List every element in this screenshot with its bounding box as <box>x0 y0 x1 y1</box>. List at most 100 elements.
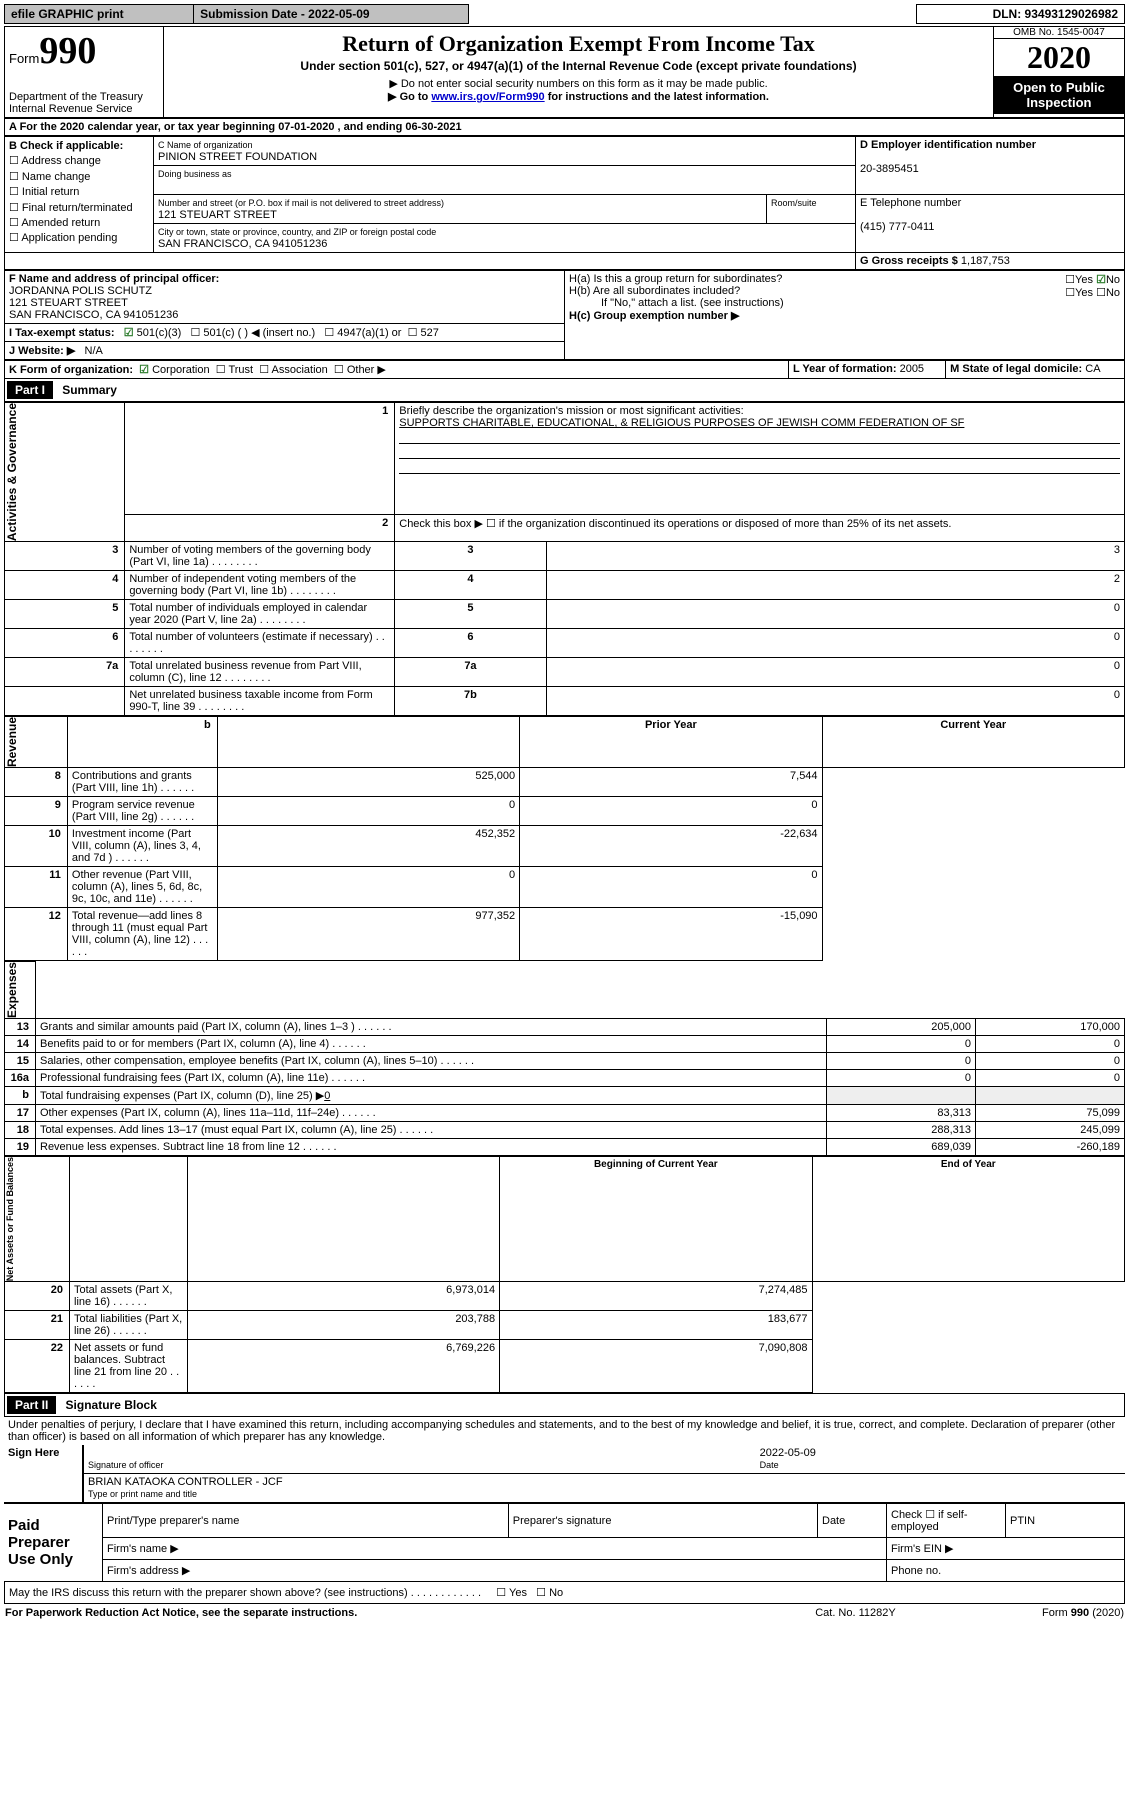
box-num: 7b <box>395 687 546 716</box>
check-self-employed[interactable]: Check ☐ if self-employed <box>887 1504 1006 1538</box>
line-num: 10 <box>5 826 68 867</box>
phone-value: (415) 777-0411 <box>860 221 934 233</box>
website-label: J Website: ▶ <box>9 345 75 357</box>
chk-amended[interactable]: Amended return <box>21 217 100 229</box>
label-revenue: Revenue <box>5 717 19 767</box>
line-num: 4 <box>5 571 125 600</box>
part2-title: Signature Block <box>66 1398 157 1412</box>
discuss-no[interactable]: No <box>549 1587 563 1599</box>
efile-btn[interactable]: efile GRAPHIC print <box>5 5 194 24</box>
prior-value: 0 <box>827 1070 976 1087</box>
prep-name-label: Print/Type preparer's name <box>103 1504 509 1538</box>
line-text: Total liabilities (Part X, line 26) . . … <box>70 1311 188 1340</box>
chk-final[interactable]: Final return/terminated <box>22 202 133 214</box>
line16b-num: b <box>5 1087 36 1105</box>
dba-label: Doing business as <box>158 169 232 179</box>
prior-value: 83,313 <box>827 1105 976 1122</box>
current-value: -15,090 <box>520 908 822 961</box>
chk-other[interactable]: Other ▶ <box>347 364 386 376</box>
ha-no[interactable]: No <box>1106 274 1120 286</box>
ha-yes[interactable]: Yes <box>1075 274 1093 286</box>
prior-value: 0 <box>827 1036 976 1053</box>
line-num: 12 <box>5 908 68 961</box>
firm-name-label: Firm's name ▶ <box>103 1538 887 1560</box>
cat-no: Cat. No. 11282Y <box>767 1606 945 1620</box>
org-name-label: C Name of organization <box>158 140 253 150</box>
chk-initial[interactable]: Initial return <box>22 186 79 198</box>
box-value: 0 <box>546 687 1124 716</box>
tax-status-label: I Tax-exempt status: <box>9 327 115 339</box>
officer-street: 121 STEUART STREET <box>9 297 128 309</box>
firm-ein-label: Firm's EIN ▶ <box>887 1538 1125 1560</box>
line-num: 5 <box>5 600 125 629</box>
chk-501c[interactable]: 501(c) ( ) ◀ (insert no.) <box>203 327 315 339</box>
line-text: Grants and similar amounts paid (Part IX… <box>36 1019 827 1036</box>
prior-year-header: Prior Year <box>520 717 822 768</box>
line-num: 21 <box>5 1311 70 1340</box>
chk-trust[interactable]: Trust <box>228 364 253 376</box>
chk-corp[interactable]: Corporation <box>152 364 209 376</box>
line-text: Total unrelated business revenue from Pa… <box>125 658 395 687</box>
form-header: Form990 Department of the Treasury Inter… <box>4 26 1125 118</box>
klm-block: K Form of organization: ☑ Corporation ☐ … <box>4 360 1125 379</box>
box-num: 5 <box>395 600 546 629</box>
hb-label: H(b) Are all subordinates included? <box>569 285 740 297</box>
ein-label: D Employer identification number <box>860 139 1036 151</box>
part2-header: Part II <box>7 1396 56 1414</box>
year-formation-value: 2005 <box>900 363 924 375</box>
form990-link[interactable]: www.irs.gov/Form990 <box>431 91 544 103</box>
hb-note: If "No," attach a list. (see instruction… <box>601 297 784 309</box>
current-value: 7,274,485 <box>500 1282 812 1311</box>
current-value: 170,000 <box>976 1019 1125 1036</box>
hb-no[interactable]: No <box>1106 287 1120 299</box>
chk-527[interactable]: 527 <box>420 327 438 339</box>
public-inspection: Open to Public Inspection <box>994 76 1124 114</box>
chk-4947[interactable]: 4947(a)(1) or <box>337 327 401 339</box>
label-governance: Activities & Governance <box>5 403 19 541</box>
room-label: Room/suite <box>771 198 817 208</box>
current-year-header: Current Year <box>822 717 1124 768</box>
line-num: 16a <box>5 1070 36 1087</box>
firm-addr-label: Firm's address ▶ <box>103 1560 887 1582</box>
current-value: 0 <box>976 1053 1125 1070</box>
line-text: Total number of volunteers (estimate if … <box>125 629 395 658</box>
line-text: Net assets or fund balances. Subtract li… <box>70 1340 188 1393</box>
current-value: 183,677 <box>500 1311 812 1340</box>
line-text: Program service revenue (Part VIII, line… <box>67 797 217 826</box>
discuss-yes[interactable]: Yes <box>509 1587 527 1599</box>
hb-yes[interactable]: Yes <box>1075 287 1093 299</box>
line-text: Professional fundraising fees (Part IX, … <box>36 1070 827 1087</box>
current-value: 0 <box>520 867 822 908</box>
sign-here-label: Sign Here <box>4 1445 83 1503</box>
chk-name[interactable]: Name change <box>22 171 91 183</box>
submission-date: Submission Date - 2022-05-09 <box>194 5 469 24</box>
footer: For Paperwork Reduction Act Notice, see … <box>4 1606 1125 1620</box>
chk-address[interactable]: Address change <box>21 155 101 167</box>
line-text: Contributions and grants (Part VIII, lin… <box>67 768 217 797</box>
discuss-label: May the IRS discuss this return with the… <box>9 1587 408 1599</box>
line-num: 14 <box>5 1036 36 1053</box>
note-goto-pre: ▶ Go to <box>388 91 431 103</box>
prior-value: 0 <box>217 867 519 908</box>
line-num: 7a <box>5 658 125 687</box>
phone-no-label: Phone no. <box>887 1560 1125 1582</box>
chk-501c3[interactable]: 501(c)(3) <box>137 327 182 339</box>
dept-treasury: Department of the Treasury Internal Reve… <box>9 91 159 115</box>
officer-group-block: F Name and address of principal officer:… <box>4 270 1125 360</box>
officer-city: SAN FRANCISCO, CA 941051236 <box>9 309 178 321</box>
line-text: Net unrelated business taxable income fr… <box>125 687 395 716</box>
signature-block: Sign Here Signature of officer 2022-05-0… <box>4 1445 1125 1503</box>
line16b-val: 0 <box>324 1090 330 1102</box>
prior-value: 689,039 <box>827 1139 976 1156</box>
line-text: Number of voting members of the governin… <box>125 542 395 571</box>
prior-value: 0 <box>217 797 519 826</box>
label-expenses: Expenses <box>5 962 19 1018</box>
state-domicile-label: M State of legal domicile: <box>950 363 1082 375</box>
sig-date-label: Date <box>760 1460 779 1470</box>
dln: DLN: 93493129026982 <box>916 5 1124 24</box>
website-value: N/A <box>85 345 103 357</box>
chk-assoc[interactable]: Association <box>272 364 328 376</box>
chk-application[interactable]: Application pending <box>21 232 117 244</box>
line-text: Total assets (Part X, line 16) . . . . .… <box>70 1282 188 1311</box>
line-text: Other revenue (Part VIII, column (A), li… <box>67 867 217 908</box>
